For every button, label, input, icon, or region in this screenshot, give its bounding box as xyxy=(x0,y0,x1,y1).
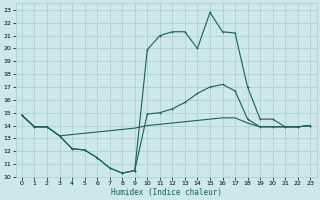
X-axis label: Humidex (Indice chaleur): Humidex (Indice chaleur) xyxy=(111,188,221,197)
